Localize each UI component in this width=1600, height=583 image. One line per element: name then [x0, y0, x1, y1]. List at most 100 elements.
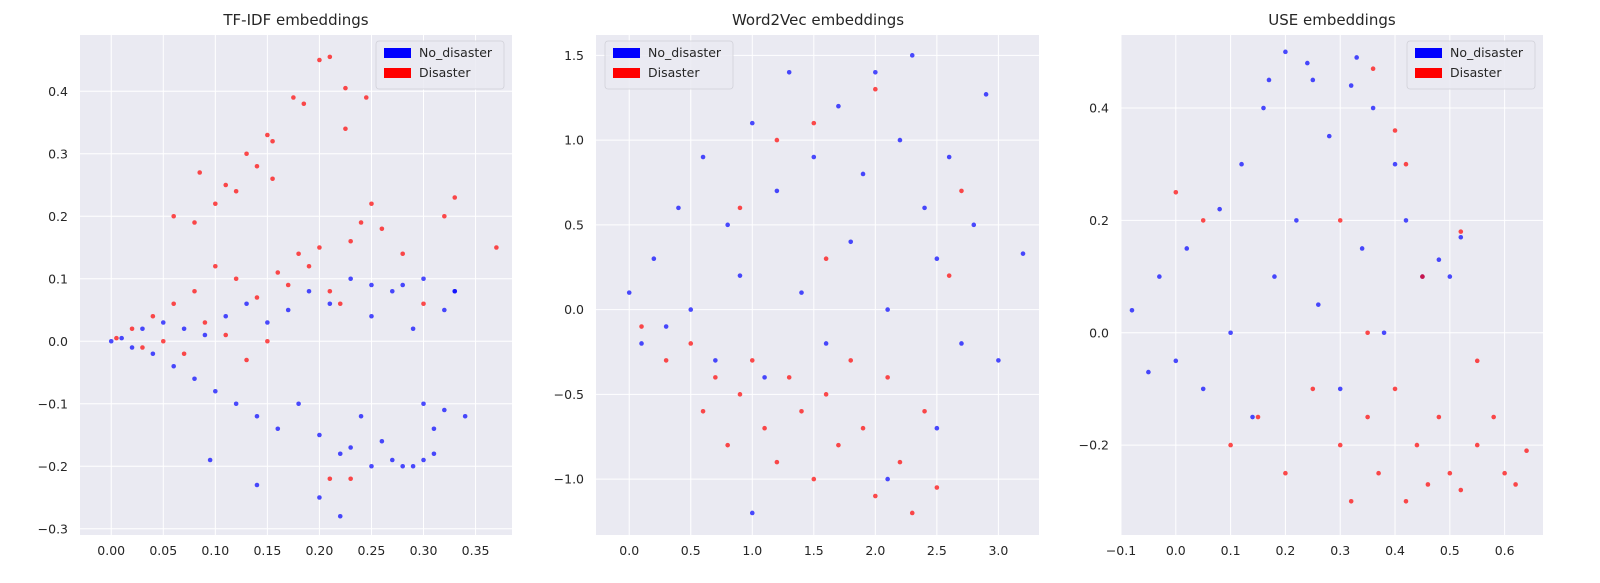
data-point: [626, 290, 632, 295]
y-tick-label: 0.0: [48, 334, 68, 349]
x-tick-label: −0.1: [1106, 543, 1136, 558]
data-point: [317, 432, 322, 438]
data-point: [462, 413, 468, 419]
data-point: [213, 201, 218, 207]
data-point: [317, 245, 322, 250]
data-point: [811, 476, 817, 482]
data-point: [1261, 105, 1266, 111]
data-point: [442, 213, 447, 219]
data-point: [1337, 442, 1343, 448]
data-point: [192, 288, 197, 294]
data-point: [301, 101, 307, 107]
data-point: [1184, 246, 1190, 251]
x-tick-label: 1.5: [804, 543, 824, 558]
data-point: [1266, 77, 1272, 83]
data-point: [400, 463, 405, 469]
x-tick-label: 0.15: [253, 543, 281, 558]
data-point: [494, 245, 499, 250]
data-point: [774, 188, 780, 194]
data-point: [1272, 274, 1277, 279]
data-point: [140, 326, 145, 332]
legend-label: No_disaster: [1450, 45, 1524, 60]
data-point: [327, 288, 333, 294]
data-point: [959, 341, 964, 346]
data-point: [676, 205, 681, 211]
data-point: [971, 222, 977, 228]
data-point: [254, 482, 260, 488]
data-point: [1129, 307, 1135, 313]
data-point: [306, 263, 312, 269]
data-point: [265, 338, 270, 344]
data-point: [700, 408, 706, 414]
y-tick-label: 1.0: [564, 133, 584, 148]
data-point: [1392, 128, 1398, 133]
data-point: [223, 313, 229, 319]
legend-swatch: [613, 48, 640, 58]
data-point: [317, 57, 322, 63]
series-disaster: [1173, 66, 1529, 504]
data-point: [873, 69, 878, 75]
data-point: [442, 307, 447, 313]
data-point: [181, 326, 187, 332]
data-point: [737, 273, 743, 278]
data-point: [946, 273, 952, 278]
data-point: [959, 188, 964, 194]
data-point: [836, 442, 841, 448]
y-tick-label: 0.0: [564, 302, 584, 317]
data-point: [275, 270, 281, 275]
data-point: [1392, 161, 1398, 167]
data-point: [848, 239, 854, 245]
panel-word2vec: Word2Vec embeddings 0.0 0.5 1.0 1.5 2.0 2.5 3.…: [554, 11, 1039, 558]
x-tick-label: 0.20: [305, 543, 333, 558]
y-tick-label: 0.4: [48, 84, 68, 99]
x-tick-label: 0.35: [462, 543, 490, 558]
data-point: [358, 220, 364, 225]
data-point: [431, 426, 437, 432]
x-tick-label: 0.10: [201, 543, 229, 558]
x-tick-label: 0.00: [97, 543, 125, 558]
data-point: [1524, 448, 1529, 454]
panel-tfidf: TF-IDF embeddings 0.00 0.05 0.10 0.15 0.20 0.…: [38, 11, 512, 558]
data-point: [1200, 386, 1206, 392]
legend: No_disaster Disaster: [375, 40, 505, 90]
data-point: [421, 276, 426, 282]
legend-swatch: [384, 48, 411, 58]
panel-use: USE embeddings −0.1 0.0 0.1 0.2 0.3 0.4 0.5 0.6…: [1079, 11, 1543, 558]
data-point: [197, 170, 203, 175]
data-point: [254, 163, 260, 169]
y-tick-label: −1.0: [554, 472, 584, 487]
data-point: [1348, 83, 1354, 88]
x-tick-label: 0.5: [1440, 543, 1460, 558]
data-point: [363, 95, 369, 100]
data-point: [389, 288, 395, 294]
data-point: [1310, 386, 1316, 392]
data-point: [1502, 470, 1507, 476]
data-point: [452, 195, 458, 200]
data-point: [213, 388, 218, 394]
data-point: [306, 288, 312, 294]
data-point: [762, 425, 767, 431]
data-point: [129, 345, 135, 350]
data-point: [400, 251, 405, 257]
chart-title: Word2Vec embeddings: [732, 11, 904, 29]
data-point: [799, 290, 804, 295]
data-point: [431, 451, 437, 457]
data-point: [885, 476, 890, 482]
data-point: [774, 459, 780, 465]
y-tick-label: 0.2: [1089, 213, 1109, 228]
y-tick-label: 0.5: [564, 217, 584, 232]
data-point: [254, 413, 260, 419]
legend-label: Disaster: [1450, 65, 1502, 80]
data-point: [442, 407, 447, 413]
data-point: [296, 401, 301, 407]
legend-swatch: [1415, 68, 1442, 78]
data-point: [348, 276, 353, 282]
data-point: [202, 320, 208, 325]
data-point: [213, 263, 218, 269]
data-point: [1491, 414, 1496, 420]
series-disaster: [114, 54, 499, 482]
data-point: [223, 182, 229, 188]
data-point: [873, 493, 878, 499]
data-point: [285, 282, 291, 288]
data-point: [410, 463, 416, 469]
